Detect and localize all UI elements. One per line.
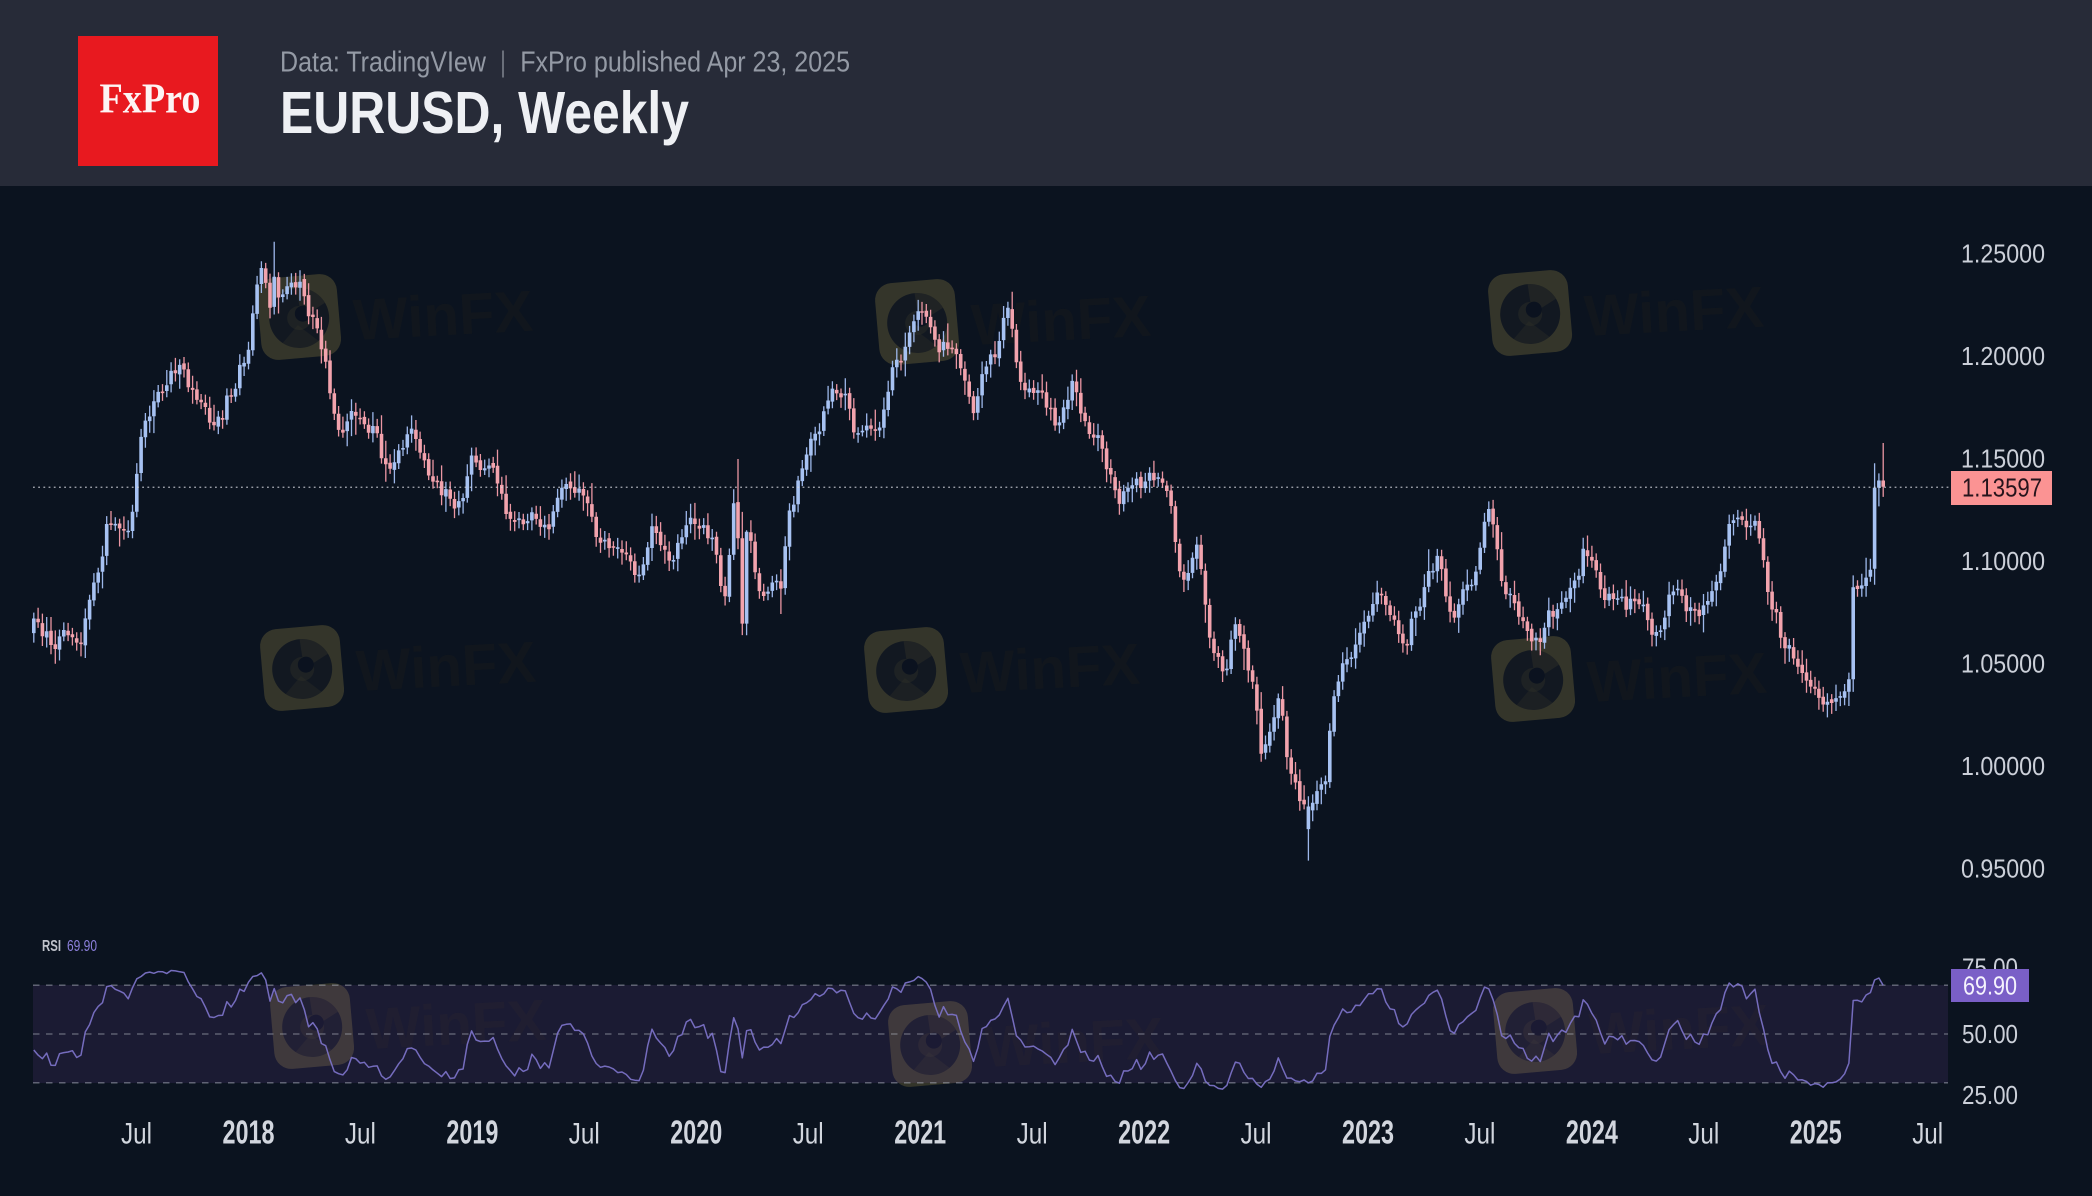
svg-text:Jul: Jul bbox=[1464, 1118, 1495, 1151]
svg-text:EURUSD, Weekly: EURUSD, Weekly bbox=[280, 80, 689, 146]
svg-text:Jul: Jul bbox=[1241, 1118, 1272, 1151]
svg-text:RSI: RSI bbox=[42, 938, 61, 955]
svg-text:2023: 2023 bbox=[1342, 1114, 1394, 1151]
svg-text:Jul: Jul bbox=[1688, 1118, 1719, 1151]
svg-text:2024: 2024 bbox=[1566, 1114, 1618, 1151]
svg-text:2018: 2018 bbox=[223, 1114, 275, 1151]
svg-text:25.00: 25.00 bbox=[1962, 1080, 2018, 1110]
svg-text:50.00: 50.00 bbox=[1962, 1019, 2018, 1049]
svg-text:1.00000: 1.00000 bbox=[1961, 751, 2045, 781]
svg-text:2022: 2022 bbox=[1118, 1114, 1170, 1151]
svg-text:1.13597: 1.13597 bbox=[1962, 473, 2042, 503]
svg-text:Data: TradingVIew | FxPro pu: Data: TradingVIew | FxPro published Apr … bbox=[280, 47, 850, 79]
svg-text:1.25000: 1.25000 bbox=[1961, 239, 2045, 269]
svg-text:Jul: Jul bbox=[345, 1118, 376, 1151]
svg-text:Jul: Jul bbox=[1912, 1118, 1943, 1151]
svg-text:69.90: 69.90 bbox=[1963, 971, 2017, 1001]
svg-text:69.90: 69.90 bbox=[67, 938, 97, 955]
svg-text:1.15000: 1.15000 bbox=[1961, 444, 2045, 474]
svg-text:1.05000: 1.05000 bbox=[1961, 649, 2045, 679]
svg-text:1.10000: 1.10000 bbox=[1961, 546, 2045, 576]
svg-text:0.95000: 0.95000 bbox=[1961, 854, 2045, 884]
svg-text:2025: 2025 bbox=[1790, 1114, 1842, 1151]
svg-text:2019: 2019 bbox=[446, 1114, 498, 1151]
svg-text:2021: 2021 bbox=[894, 1114, 946, 1151]
svg-text:Jul: Jul bbox=[793, 1118, 824, 1151]
svg-text:Jul: Jul bbox=[1017, 1118, 1048, 1151]
svg-text:FxPro: FxPro bbox=[100, 77, 201, 123]
svg-text:2020: 2020 bbox=[670, 1114, 722, 1151]
svg-text:Jul: Jul bbox=[121, 1118, 152, 1151]
svg-text:Jul: Jul bbox=[569, 1118, 600, 1151]
svg-text:1.20000: 1.20000 bbox=[1961, 341, 2045, 371]
